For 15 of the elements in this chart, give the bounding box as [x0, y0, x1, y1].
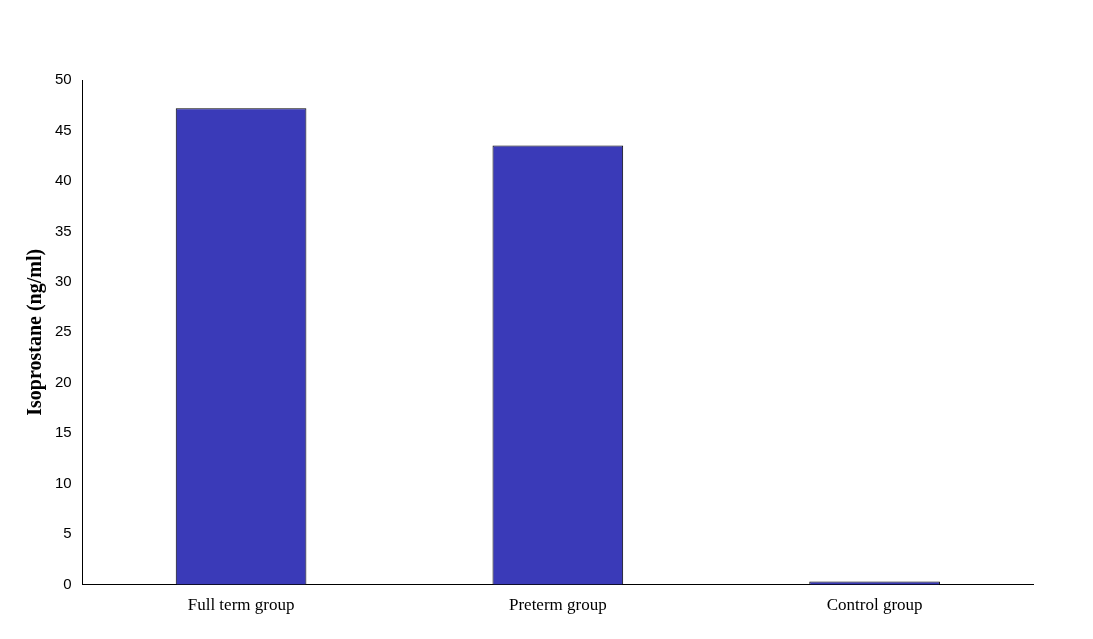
- y-tick-label: 10: [55, 473, 72, 491]
- x-tick-label: Preterm group: [508, 595, 607, 615]
- y-tick-label: 15: [55, 423, 72, 441]
- y-tick-label: 45: [55, 120, 72, 138]
- x-tick-label: Full term group: [187, 595, 295, 615]
- x-tick-label: Control group: [826, 595, 923, 615]
- y-tick-label: 30: [55, 271, 72, 289]
- y-tick-label: 35: [55, 221, 72, 239]
- y-tick-label: 20: [55, 372, 72, 390]
- y-tick-label: 50: [55, 70, 72, 88]
- y-tick-label: 40: [55, 171, 72, 189]
- y-tick-label: 0: [63, 574, 72, 592]
- y-axis-title: Isoprostane (ng/ml): [23, 248, 47, 416]
- y-tick-label: 25: [55, 322, 72, 340]
- y-tick-label: 5: [63, 524, 72, 542]
